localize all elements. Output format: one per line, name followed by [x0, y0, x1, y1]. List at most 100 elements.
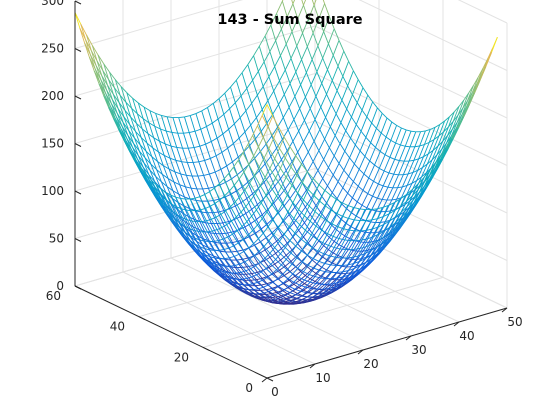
mesh-segment	[306, 247, 313, 256]
mesh-segment	[142, 118, 150, 124]
mesh-segment	[354, 131, 362, 146]
mesh-segment	[342, 187, 348, 194]
mesh-segment	[302, 182, 309, 190]
mesh-segment	[204, 248, 211, 258]
floor-grid-line	[170, 257, 364, 351]
mesh-segment	[386, 117, 393, 123]
mesh-segment	[155, 113, 161, 130]
mesh-segment	[235, 259, 242, 268]
mesh-segment	[353, 208, 360, 221]
mesh-segment	[258, 46, 265, 62]
mesh-segment	[394, 206, 401, 211]
mesh-segment	[259, 241, 266, 251]
mesh-segment	[236, 271, 242, 274]
mesh-segment	[366, 196, 374, 209]
mesh-segment	[330, 223, 336, 229]
mesh-segment	[248, 164, 255, 176]
mesh-segment	[292, 130, 300, 142]
mesh-segment	[253, 288, 259, 290]
mesh-segment	[325, 117, 331, 127]
mesh-segment	[322, 178, 328, 187]
mesh-segment	[351, 248, 358, 251]
mesh-segment	[375, 132, 382, 148]
mesh-segment	[201, 107, 208, 112]
mesh-segment	[302, 171, 308, 183]
mesh-segment	[227, 148, 233, 163]
mesh-segment	[254, 250, 260, 256]
mesh-segment	[221, 227, 229, 238]
mesh-segment	[357, 247, 364, 250]
mesh-segment	[241, 278, 247, 280]
mesh-segment	[292, 202, 300, 210]
mesh-segment	[203, 240, 210, 251]
mesh-segment	[311, 180, 318, 189]
mesh-segment	[400, 185, 408, 198]
mesh-segment	[224, 86, 231, 94]
mesh-segment	[281, 242, 288, 249]
mesh-segment	[364, 156, 371, 162]
mesh-segment	[298, 276, 305, 281]
mesh-segment	[237, 239, 244, 244]
mesh-segment	[346, 249, 352, 259]
mesh-segment	[210, 256, 216, 259]
mesh-segment	[237, 242, 245, 252]
mesh-segment	[156, 185, 163, 198]
mesh-segment	[193, 237, 201, 247]
mesh-segment	[262, 76, 270, 87]
mesh-segment	[337, 169, 345, 182]
mesh-segment	[145, 150, 152, 165]
mesh-segment	[378, 223, 385, 228]
mesh-segment	[295, 155, 302, 165]
mesh-segment	[448, 111, 455, 128]
mesh-segment	[325, 264, 331, 273]
mesh-segment	[283, 94, 290, 108]
mesh-segment	[382, 199, 388, 201]
mesh-segment	[277, 278, 284, 284]
mesh-segment	[228, 173, 235, 186]
mesh-segment	[203, 175, 209, 189]
mesh-segment	[335, 257, 342, 266]
mesh-segment	[336, 76, 344, 91]
mesh-segment	[274, 186, 280, 197]
mesh-segment	[344, 272, 351, 280]
mesh-segment	[371, 208, 377, 221]
mesh-segment	[295, 261, 302, 268]
mesh-segment	[305, 198, 312, 208]
mesh-segment	[252, 125, 258, 136]
mesh-segment	[258, 250, 266, 259]
mesh-segment	[254, 175, 261, 186]
mesh-segment	[185, 209, 193, 222]
mesh-segment	[244, 124, 252, 133]
mesh-segment	[237, 283, 245, 290]
mesh-segment	[331, 255, 339, 264]
mesh-segment	[135, 131, 142, 138]
mesh-segment	[304, 84, 312, 98]
mesh-segment	[131, 108, 138, 115]
mesh-segment	[197, 230, 203, 233]
mesh-segment	[336, 265, 343, 273]
mesh-segment	[151, 156, 158, 162]
mesh-segment	[355, 124, 362, 132]
mesh-segment	[191, 175, 198, 190]
mesh-segment	[101, 75, 108, 91]
mesh-segment	[251, 276, 258, 283]
mesh-segment	[268, 263, 275, 268]
mesh-segment	[250, 199, 257, 211]
mesh-segment	[205, 222, 212, 224]
mesh-segment	[161, 196, 169, 209]
mesh-segment	[224, 257, 230, 260]
mesh-segment	[279, 241, 286, 248]
mesh-segment	[371, 198, 378, 211]
mesh-segment	[288, 226, 296, 234]
mesh-segment	[227, 233, 233, 238]
mesh-segment	[183, 225, 189, 229]
mesh-segment	[320, 271, 326, 279]
mesh-segment	[283, 282, 290, 287]
mesh-segment	[317, 250, 324, 255]
mesh-segment	[238, 279, 245, 286]
mesh-segment	[283, 198, 291, 207]
mesh-segment	[355, 230, 362, 241]
mesh-segment	[252, 263, 259, 266]
mesh-segment	[319, 117, 326, 130]
